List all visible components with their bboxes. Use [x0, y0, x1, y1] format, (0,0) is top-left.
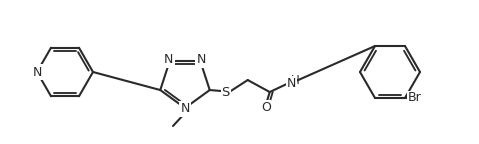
Text: O: O	[261, 101, 271, 113]
Text: S: S	[222, 86, 230, 98]
Text: N: N	[32, 66, 42, 78]
Text: N: N	[180, 103, 190, 115]
Text: N: N	[196, 53, 206, 67]
Text: N: N	[164, 53, 173, 67]
Text: N: N	[287, 76, 297, 90]
Text: Br: Br	[408, 91, 422, 105]
Text: H: H	[291, 74, 300, 87]
